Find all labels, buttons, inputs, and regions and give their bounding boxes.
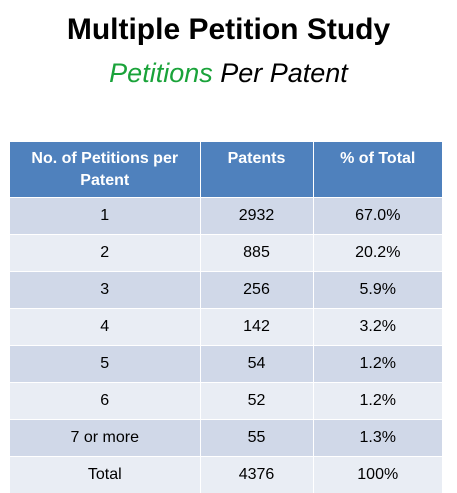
cell-patents: 52 <box>200 381 314 419</box>
header-percent-of-total: % of Total <box>313 142 442 197</box>
cell-patents: 55 <box>200 418 314 456</box>
table-row: 7 or more 55 1.3% <box>10 418 442 456</box>
table-row: 2 885 20.2% <box>10 233 442 271</box>
table-row: 5 54 1.2% <box>10 344 442 382</box>
cell-petitions: 5 <box>10 344 201 382</box>
subtitle-accent: Petitions <box>109 58 213 88</box>
cell-percent: 5.9% <box>313 270 442 308</box>
cell-patents: 885 <box>200 233 314 271</box>
subtitle-rest: Per Patent <box>212 58 348 88</box>
cell-patents: 4376 <box>200 455 314 493</box>
cell-percent: 20.2% <box>313 233 442 271</box>
cell-patents: 54 <box>200 344 314 382</box>
table-header-row: No. of Petitions per Patent Patents % of… <box>10 142 442 197</box>
cell-petitions: 7 or more <box>10 418 201 456</box>
table-row: 6 52 1.2% <box>10 381 442 419</box>
cell-petitions: 1 <box>10 196 201 234</box>
table-row: 3 256 5.9% <box>10 270 442 308</box>
cell-percent: 1.3% <box>313 418 442 456</box>
cell-petitions: 2 <box>10 233 201 271</box>
cell-patents: 142 <box>200 307 314 345</box>
cell-percent: 1.2% <box>313 344 442 382</box>
cell-petitions: 6 <box>10 381 201 419</box>
cell-percent: 67.0% <box>313 196 442 234</box>
header-patents: Patents <box>200 142 314 197</box>
cell-percent: 100% <box>313 455 442 493</box>
page-subtitle: Petitions Per Patent <box>0 56 457 90</box>
cell-petitions: 4 <box>10 307 201 345</box>
table-row: 1 2932 67.0% <box>10 196 442 234</box>
header-petitions-per-patent: No. of Petitions per Patent <box>10 142 201 197</box>
cell-petitions: Total <box>10 455 201 493</box>
cell-percent: 3.2% <box>313 307 442 345</box>
table-row: 4 142 3.2% <box>10 307 442 345</box>
table-row-total: Total 4376 100% <box>10 455 442 493</box>
cell-percent: 1.2% <box>313 381 442 419</box>
cell-patents: 256 <box>200 270 314 308</box>
petitions-table: No. of Petitions per Patent Patents % of… <box>10 142 442 493</box>
cell-patents: 2932 <box>200 196 314 234</box>
cell-petitions: 3 <box>10 270 201 308</box>
page-title: Multiple Petition Study <box>66 13 391 46</box>
